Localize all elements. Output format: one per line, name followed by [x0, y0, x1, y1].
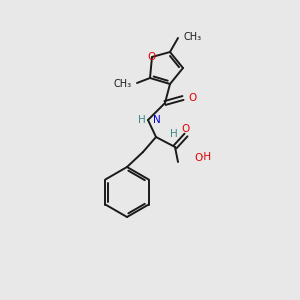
Text: O: O: [194, 153, 202, 163]
Text: H: H: [138, 115, 146, 125]
Text: H: H: [170, 129, 178, 139]
Text: O: O: [188, 93, 196, 103]
Text: CH₃: CH₃: [184, 32, 202, 42]
Text: ·H: ·H: [201, 152, 212, 162]
Text: N: N: [153, 115, 161, 125]
Text: O: O: [182, 124, 190, 134]
Text: CH₃: CH₃: [114, 79, 132, 89]
Text: O: O: [148, 52, 156, 62]
